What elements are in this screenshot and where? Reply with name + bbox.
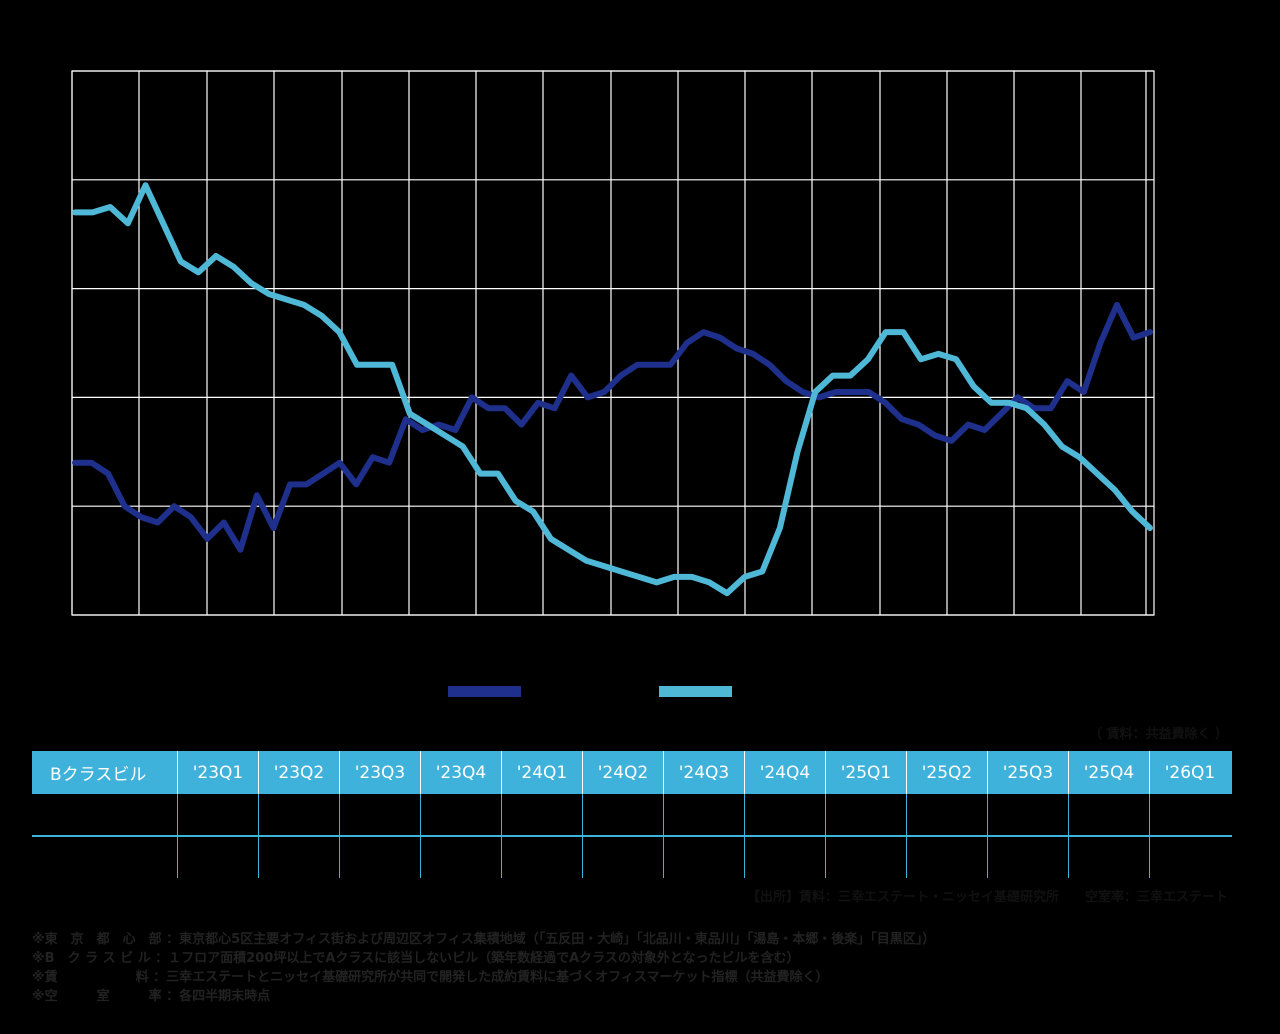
table-header-quarter: '23Q4 — [420, 751, 501, 794]
table-header-quarter: '24Q1 — [501, 751, 582, 794]
line-chart — [71, 70, 1155, 616]
table-cell — [501, 794, 582, 835]
table-cell — [744, 837, 825, 878]
table-header-quarter: '25Q4 — [1068, 751, 1149, 794]
table-cell — [582, 794, 663, 835]
table-cell — [987, 837, 1068, 878]
table-cell — [987, 794, 1068, 835]
quarter-table: Bクラスビル '23Q1'23Q2'23Q3'23Q4'24Q1'24Q2'24… — [32, 751, 1232, 878]
table-row — [32, 837, 1232, 878]
legend-swatch-series-1 — [448, 686, 521, 697]
table-cell — [32, 837, 177, 878]
table-header-quarter: '24Q3 — [663, 751, 744, 794]
series-line-1 — [72, 301, 1153, 553]
table-cell — [339, 837, 420, 878]
footnotes: ※東 京 都 心 部 ：東京都心5区主要オフィス街および周辺区オフィス集積地域（… — [32, 930, 935, 1006]
table-divider — [32, 835, 1232, 837]
table-cell — [663, 837, 744, 878]
table-header-quarter: '26Q1 — [1149, 751, 1230, 794]
table-cell — [1149, 794, 1230, 835]
table-cell — [339, 794, 420, 835]
table-header-quarter: '25Q3 — [987, 751, 1068, 794]
footnote: ※賃 料 ：三幸エステートとニッセイ基礎研究所が共同で開発した成約賃料に基づくオ… — [32, 970, 829, 985]
table-cell — [258, 837, 339, 878]
table-cell — [663, 794, 744, 835]
footnote: ※東 京 都 心 部 ：東京都心5区主要オフィス街および周辺区オフィス集積地域（… — [32, 932, 936, 947]
table-cell — [1068, 794, 1149, 835]
table-cell — [32, 794, 177, 835]
table-cell — [420, 837, 501, 878]
table-cell — [906, 794, 987, 835]
table-cell — [258, 794, 339, 835]
table-header-quarter: '23Q1 — [177, 751, 258, 794]
table-cell — [420, 794, 501, 835]
table-header-quarter: '25Q2 — [906, 751, 987, 794]
table-cell — [501, 837, 582, 878]
table-cell — [177, 794, 258, 835]
table-header-row: Bクラスビル '23Q1'23Q2'23Q3'23Q4'24Q1'24Q2'24… — [32, 751, 1232, 794]
table-cell — [825, 837, 906, 878]
rent-unit-note: （ 賃料：共益費除く ） — [1088, 727, 1228, 742]
table-header-quarter: '24Q4 — [744, 751, 825, 794]
table-cell — [582, 837, 663, 878]
legend-swatch-series-2 — [659, 686, 732, 697]
source-note: 【出所】賃料：三幸エステート・ニッセイ基礎研究所 空室率：三幸エステート — [746, 890, 1228, 905]
table-header-quarter: '25Q1 — [825, 751, 906, 794]
table-cell — [825, 794, 906, 835]
chart-series — [72, 182, 1153, 597]
footnote: ※B ク ラ ス ビ ル ：１フロア面積200坪以上でAクラスに該当しないビル（… — [32, 951, 800, 966]
table-cell — [906, 837, 987, 878]
series-line-2 — [72, 182, 1153, 597]
table-cell — [177, 837, 258, 878]
plot-area — [71, 70, 1155, 616]
table-header-quarter: '23Q3 — [339, 751, 420, 794]
chart-grid — [71, 70, 1155, 616]
table-header-quarter: '23Q2 — [258, 751, 339, 794]
table-row — [32, 794, 1232, 835]
table-cell — [1068, 837, 1149, 878]
table-cell — [744, 794, 825, 835]
table-header-quarter: '24Q2 — [582, 751, 663, 794]
table-cell — [1149, 837, 1230, 878]
table-header-category: Bクラスビル — [50, 765, 147, 785]
footnote: ※空 室 率 ：各四半期末時点 — [32, 989, 271, 1004]
